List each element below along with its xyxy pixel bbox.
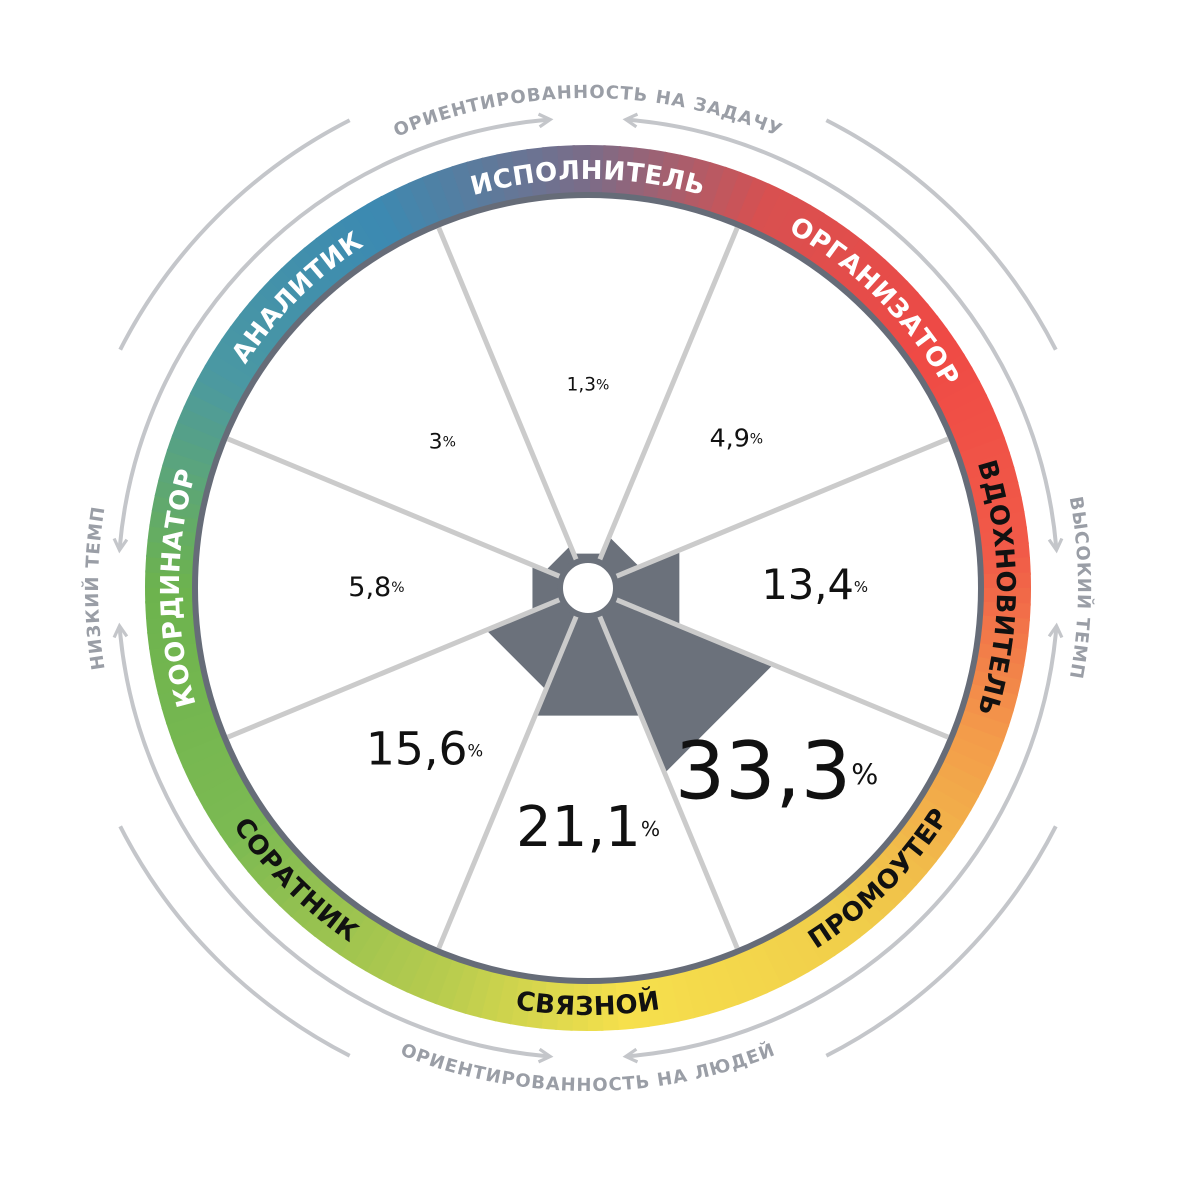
arrow-arc [825,118,1058,351]
spoke [614,597,950,740]
ring-segment [144,585,196,604]
arrow-arc [112,622,554,1064]
arrow-arc [118,825,351,1058]
center-hole [557,557,619,619]
spoke [597,226,740,562]
axis-label-path: ОРИЕНТИРОВАННОСТЬ НА ЗАДАЧУ [391,82,785,142]
axis-label: ВЫСОКИЙ ТЕМП [1065,495,1095,681]
ring-segment [570,980,588,1031]
spoke [597,614,740,950]
value-label: 1,3% [567,374,610,395]
ring-segment [588,145,606,196]
axis-label: ОРИЕНТИРОВАННОСТЬ НА ЛЮДЕЙ [398,1039,779,1097]
spoke [614,436,950,579]
arrow-arc [112,112,554,554]
value-label: 5,8% [348,572,404,603]
spoke [436,614,579,950]
spoke [226,597,562,740]
arrow-arc [118,118,351,351]
spoke [436,226,579,562]
ring-segment [980,557,1031,577]
ring-segment [572,144,591,196]
ring-segment [145,570,196,588]
axis-label-path: ОРИЕНТИРОВАННОСТЬ НА ЛЮДЕЙ [398,1039,778,1097]
ring-segment [585,980,604,1031]
value-label: 33,3% [675,724,879,817]
value-label: 3% [429,429,456,454]
value-label: 13,4% [762,561,868,609]
spoke [226,436,562,579]
arrow-arc [622,112,1064,554]
axis-label: ОРИЕНТИРОВАННОСТЬ НА ЗАДАЧУ [391,82,786,142]
axis-label: НИЗКИЙ ТЕМП [81,505,110,672]
ring-segment [557,145,577,196]
ring-segment [980,588,1031,606]
value-label: 4,9% [710,424,764,453]
ring-segment [980,572,1031,591]
axis-label-path: ВЫСОКИЙ ТЕМП [1065,495,1094,681]
value-label: 21,1% [516,795,660,860]
ring-segment [145,599,196,619]
arrow-arc [622,622,1064,1064]
axis-label-path: НИЗКИЙ ТЕМП [81,505,109,672]
arrow-arc [825,825,1058,1058]
value-label: 15,6% [366,722,483,775]
ring-segment [599,980,619,1031]
